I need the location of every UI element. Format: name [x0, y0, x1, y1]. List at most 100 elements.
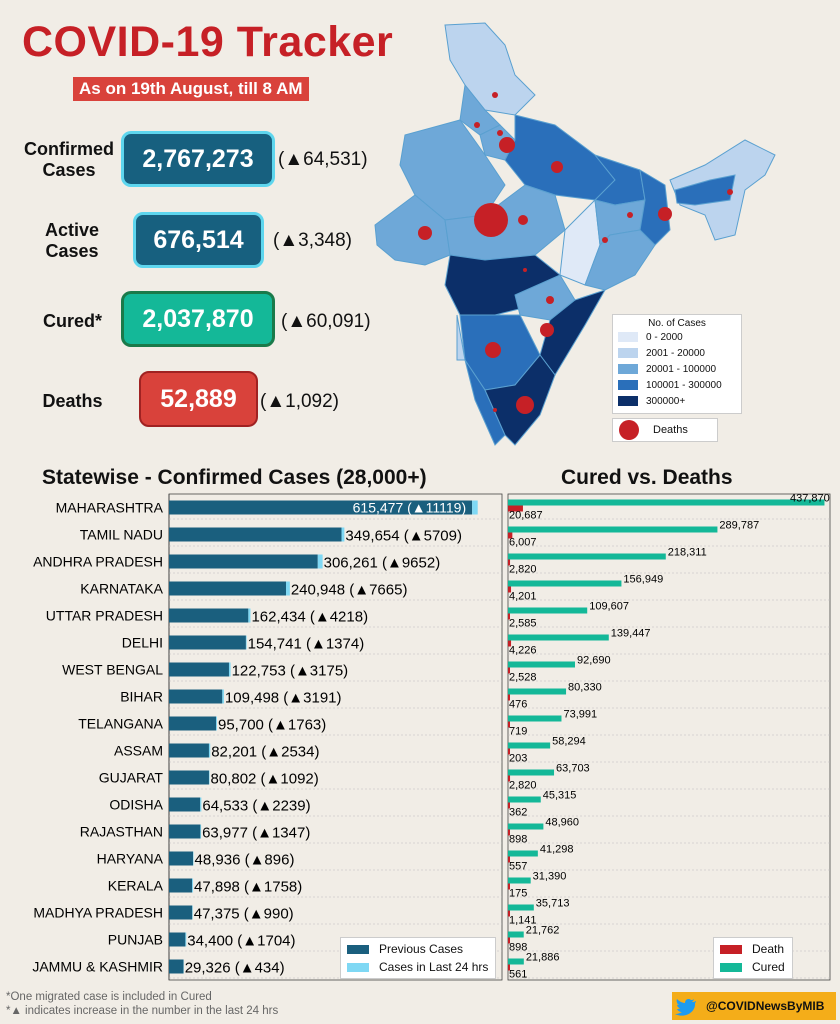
bar-previous [169, 662, 229, 677]
bar-death [508, 829, 510, 836]
bar-last24 [200, 824, 202, 839]
statewise-chart-title: Statewise - Confirmed Cases (28,000+) [42, 466, 427, 489]
bar-death [508, 694, 510, 701]
bar-previous [169, 878, 193, 893]
map-region-assam [674, 174, 736, 206]
bar-last24 [216, 716, 218, 731]
cured-value-label: 48,960 [545, 817, 579, 829]
map-legend: No. of Cases 0 - 2000 2001 - 20000 20001 -… [612, 314, 742, 414]
deaths-value: 52,889 [139, 371, 258, 427]
bar-last24 [248, 608, 251, 623]
bar-cured [508, 661, 575, 668]
cured-value-label: 218,311 [668, 547, 707, 559]
bar-previous [169, 824, 201, 839]
bar-cured [508, 742, 551, 749]
map-region-north [444, 22, 536, 116]
cured-value-label: 21,886 [526, 952, 560, 964]
bar-previous [169, 932, 186, 947]
cured-value-label: 80,330 [568, 682, 602, 694]
bar-death [508, 532, 513, 539]
death-value-label: 2,820 [509, 780, 537, 792]
bar-last24 [222, 689, 224, 704]
date-subtitle: As on 19th August, till 8 AM [73, 77, 309, 101]
bar-value-label: 95,700 (▲1763) [218, 717, 326, 734]
map-legend-item: 2001 - 20000 [613, 345, 741, 361]
death-value-label: 6,007 [509, 537, 537, 549]
bar-cured [508, 607, 588, 614]
statewise-legend: Previous Cases Cases in Last 24 hrs [340, 937, 496, 979]
bar-cured [508, 715, 562, 722]
death-value-label: 2,585 [509, 618, 537, 630]
category-label: HARYANA [97, 851, 164, 867]
death-value-label: 4,226 [509, 645, 537, 657]
bar-last24 [208, 770, 210, 785]
bar-value-label: 47,375 (▲990) [194, 906, 294, 923]
cured-value-label: 92,690 [577, 655, 611, 667]
cured-deaths-chart-title: Cured vs. Deaths [561, 466, 733, 489]
bar-previous [169, 554, 318, 569]
bar-death [508, 586, 512, 593]
bar-death [508, 559, 511, 566]
bar-value-label: 63,977 (▲1347) [202, 825, 310, 842]
bar-previous [169, 689, 223, 704]
bar-value-label: 349,654 (▲5709) [345, 528, 462, 545]
footnote-cured: *One migrated case is included in Cured [6, 991, 212, 1003]
bar-previous [169, 851, 194, 866]
cured-value-label: 35,713 [536, 898, 570, 910]
india-choropleth-map [365, 15, 785, 455]
bar-previous [169, 608, 249, 623]
twitter-handle-badge[interactable]: @COVIDNewsByMIB [672, 992, 836, 1020]
cured-label: Cured* [42, 311, 102, 331]
statewise-frame [168, 493, 503, 981]
cured-value-label: 109,607 [589, 601, 629, 613]
bar-value-label: 154,741 (▲1374) [248, 636, 365, 653]
bar-cured [508, 499, 825, 506]
death-value-label: 719 [509, 726, 527, 738]
twitter-bird-icon [675, 999, 696, 1016]
bar-previous [169, 770, 209, 785]
footnote-triangle: *▲ indicates increase in the number in t… [6, 1005, 279, 1017]
bar-value-label: 240,948 (▲7665) [291, 582, 408, 599]
bar-previous [169, 797, 201, 812]
bar-cured [508, 526, 718, 533]
bar-last24 [341, 527, 345, 542]
bar-cured [508, 823, 544, 830]
bar-previous [169, 716, 217, 731]
cured-value: 2,037,870 [121, 291, 275, 347]
bar-previous [169, 527, 342, 542]
category-label: RAJASTHAN [80, 824, 163, 840]
bar-value-label: 47,898 (▲1758) [194, 879, 302, 896]
category-label: BIHAR [120, 689, 163, 705]
bar-last24 [317, 554, 323, 569]
map-legend-item: 100001 - 300000 [613, 377, 741, 393]
category-label: UTTAR PRADESH [46, 608, 163, 624]
bar-last24 [185, 932, 187, 947]
bar-previous [169, 635, 246, 650]
cured-value-label: 21,762 [526, 925, 560, 937]
category-label: DELHI [122, 635, 163, 651]
category-label: WEST BENGAL [62, 662, 163, 678]
bar-death [508, 937, 510, 944]
map-region-gujarat [374, 194, 451, 266]
map-legend-item: 0 - 2000 [613, 329, 741, 345]
cured-value-label: 289,787 [719, 520, 759, 532]
deaths-label: Deaths [42, 391, 103, 411]
cured-value-label: 139,447 [611, 628, 651, 640]
death-value-label: 1,141 [509, 915, 537, 927]
bar-last24 [192, 878, 194, 893]
bar-value-label: 34,400 (▲1704) [187, 933, 295, 950]
bar-cured [508, 688, 567, 695]
map-region-odisha [584, 229, 656, 291]
cured-value-label: 41,298 [540, 844, 574, 856]
death-value-label: 203 [509, 753, 527, 765]
category-label: ANDHRA PRADESH [33, 554, 163, 570]
page-title: COVID-19 Tracker [22, 18, 394, 66]
bar-last24 [472, 500, 478, 515]
bar-last24 [228, 662, 231, 677]
cured-value-label: 63,703 [556, 763, 590, 775]
bar-cured [508, 958, 524, 965]
active-delta: (▲3,348) [273, 230, 353, 251]
category-label: MAHARASHTRA [56, 500, 164, 516]
bar-previous [169, 581, 287, 596]
